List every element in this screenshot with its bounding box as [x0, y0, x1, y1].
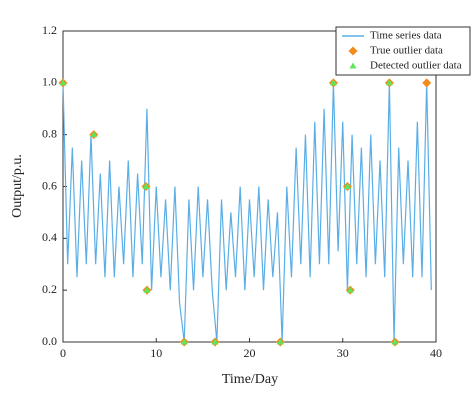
detected-point	[346, 286, 354, 293]
y-axis-label: Output/p.u.	[10, 154, 25, 218]
detected-point	[391, 338, 399, 345]
x-tick-label: 0	[60, 346, 66, 360]
y-tick-label: 0.0	[42, 334, 57, 348]
y-tick-label: 0.4	[42, 230, 57, 244]
y-tick-label: 1.2	[42, 23, 57, 37]
x-tick-label: 20	[244, 346, 256, 360]
detected-point	[343, 183, 351, 189]
detected-point	[276, 338, 284, 345]
detected-point	[385, 79, 393, 86]
y-tick-label: 1.0	[42, 75, 57, 89]
legend-label: True outlier data	[370, 45, 443, 57]
detected-point	[59, 79, 67, 86]
legend-box	[335, 26, 471, 76]
detected-point	[211, 338, 219, 345]
series-line	[62, 82, 432, 343]
outlier-point	[422, 78, 432, 88]
y-tick-label: 0.8	[42, 126, 57, 140]
x-tick-label: 30	[337, 346, 349, 360]
x-axis-label: Time/Day	[222, 372, 278, 387]
detected-point	[180, 338, 188, 345]
y-tick-label: 0.6	[42, 178, 57, 192]
legend-swatch	[349, 62, 357, 69]
legend-label: Detected outlier data	[370, 60, 462, 72]
detected-point	[142, 183, 150, 189]
detected-point	[143, 286, 151, 293]
y-tick-label: 0.2	[42, 282, 57, 296]
legend-label: Time series data	[370, 30, 442, 42]
x-tick-label: 10	[150, 346, 162, 360]
legend-swatch	[348, 46, 358, 56]
x-tick-label: 40	[430, 346, 442, 360]
detected-point	[329, 79, 337, 86]
detected-point	[90, 131, 98, 138]
